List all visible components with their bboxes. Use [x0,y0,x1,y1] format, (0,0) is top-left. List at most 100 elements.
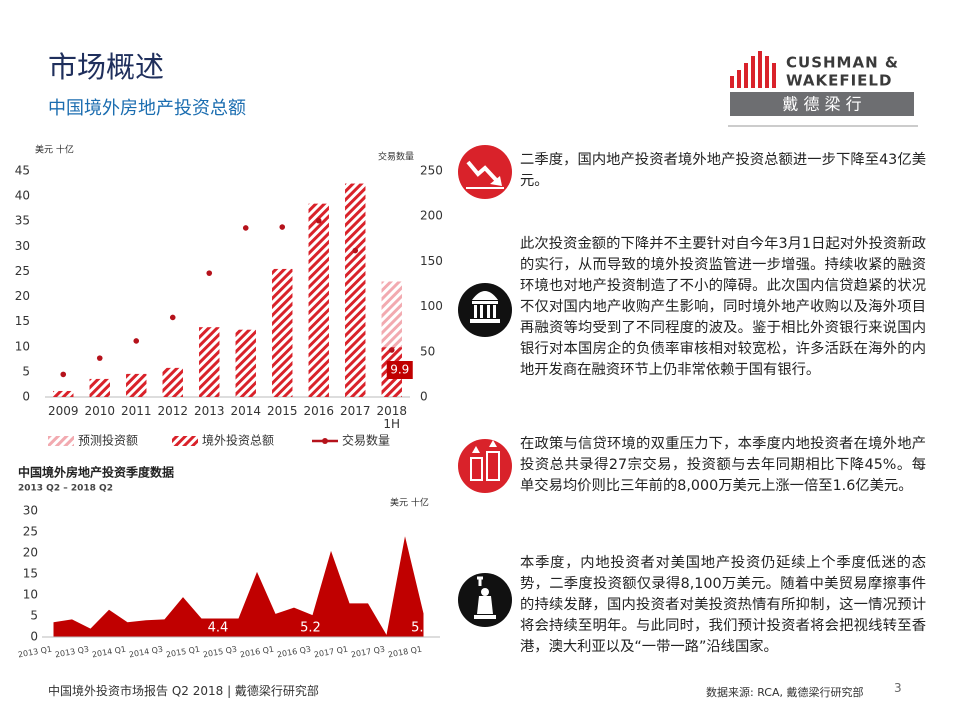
legend-swatch [48,436,74,446]
x-tick-label: 2010 [84,404,116,418]
chart-subtitle: 2013 Q2 – 2018 Q2 [18,484,113,494]
value-label-box [386,361,413,379]
value-label: 5.2 [300,621,321,636]
x-tick-label: 2013 [193,404,225,418]
x-tick-label: 2014 Q3 [128,645,163,660]
x-tick-label: 2013 Q3 [54,645,89,660]
x-tick-label: 2016 [303,404,335,418]
y-tick-label: 45 [15,164,30,178]
legend-swatch [322,438,328,444]
logo-line1: CUSHMAN & [786,54,899,72]
point [60,371,67,378]
point [169,314,176,321]
x-tick-label: 2014 [230,404,262,418]
paragraph: 在政策与信贷环境的双重压力下，本季度内地投资者在境外地产投资总共录得27宗交易，… [520,436,926,494]
slide-subtitle: 中国境外房地产投资总额 [48,98,246,119]
y-tick-label: 10 [15,339,30,353]
point [279,224,286,230]
y-tick-label: 0 [30,630,38,644]
point [96,355,103,361]
y-tick-label: 5 [22,364,30,378]
y2-tick-label: 150 [420,254,443,268]
x-tick-label: 2016 Q1 [239,645,274,660]
footer-source: 数据来源: RCA, 戴德梁行研究部 [706,686,864,699]
x-tick-label: 2018 1H [376,404,408,431]
x-tick-label: 2009 [47,404,79,418]
value-label: 4.4 [208,621,229,636]
y2-tick-label: 250 [420,164,443,178]
x-tick-label: 2018 Q1 [387,645,422,660]
y2-tick-label: 100 [420,299,443,313]
icons [458,145,512,627]
bar [126,373,147,397]
y-tick-label: 25 [15,264,30,278]
y-tick-label: 0 [22,390,30,404]
bar [89,378,110,397]
paragraph: 此次投资金额的下降并不主要针对自今年3月1日起对外投资新政的实行，从而导致的境外… [520,236,926,378]
y2-tick-label: 50 [420,344,435,358]
logo: CUSHMAN & WAKEFIELD 戴 德 梁 行 [728,51,918,127]
x-tick-label: 2014 Q1 [91,645,126,660]
x-tick-label: 2015 Q1 [165,645,200,660]
footer-left: 中国境外投资市场报告 Q2 2018 | 戴德梁行研究部 [48,684,319,698]
y-tick-label: 30 [15,239,30,253]
legend-label: 境外投资总额 [202,433,274,448]
slide-title: 市场概述 [48,50,165,84]
value-label: 9.9 [390,363,409,377]
paragraph: 二季度，国内地产投资者境外地产投资总额进一步下降至43亿美元。 [520,152,926,189]
logo-mark [730,51,776,88]
bar [308,203,329,397]
x-tick-label: 2015 Q3 [202,645,237,660]
paragraph: 本季度，内地投资者对美国地产投资仍延续上个季度低迷的态势，二季度投资额仅录得8,… [520,555,926,655]
legend-swatch [172,436,198,446]
y-tick-label: 35 [15,214,30,228]
x-tick-label: 2017 Q1 [313,645,348,660]
y-tick-label: 15 [23,567,38,581]
icon-buildings [458,439,512,493]
charts: 美元 十亿交易数量0510152025303540450501001502002… [15,144,443,660]
bar [235,329,256,397]
y-tick-label: 30 [23,504,38,518]
bar [162,367,183,397]
point [206,270,213,276]
point [315,217,322,224]
x-tick-label: 2011 [120,404,152,418]
x-tick-label: 2017 Q3 [350,645,385,660]
y2-axis-title: 交易数量 [378,151,414,163]
y-tick-label: 25 [23,525,38,539]
y2-tick-label: 200 [420,209,443,223]
x-tick-label: 2013 Q1 [17,645,52,660]
y-tick-label: 5 [30,609,38,623]
y-tick-label: 15 [15,314,30,328]
chart-title: 中国境外房地产投资季度数据 [18,465,174,480]
legend-label: 交易数量 [342,433,390,448]
logo-chinese: 戴 德 梁 行 [782,95,861,114]
logo-line2: WAKEFIELD [786,72,892,90]
x-tick-label: 2012 [157,404,189,418]
y-tick-label: 10 [23,588,38,602]
y-axis-title: 美元 十亿 [35,144,74,156]
x-tick-label: 2017 [339,404,371,418]
point [133,338,140,344]
point [388,347,395,353]
icon-government [458,283,512,337]
legend-label: 预测投资额 [78,433,138,448]
point [242,225,249,231]
y-tick-label: 20 [23,546,38,560]
logo-box [730,92,914,116]
value-label: 5.6 [411,621,432,636]
x-tick-label: 2015 [266,404,298,418]
bar [53,390,74,397]
y-axis-title: 美元 十亿 [390,497,429,509]
point [352,247,359,254]
area [53,536,424,637]
y-tick-label: 20 [15,289,30,303]
bar [199,327,220,397]
bar [345,183,366,397]
y2-tick-label: 0 [420,390,428,404]
y-tick-label: 40 [15,189,30,203]
bar [272,268,293,397]
x-tick-label: 2016 Q3 [276,645,311,660]
icon-decline [458,145,512,199]
